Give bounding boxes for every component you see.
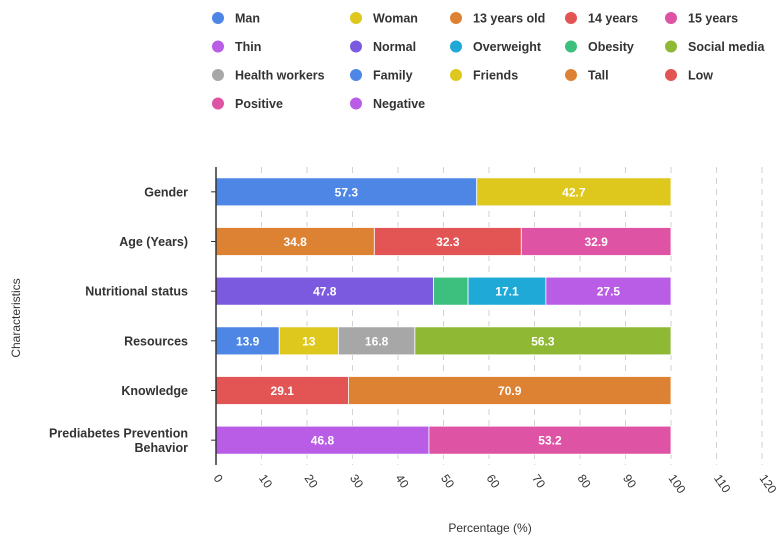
bar-segment xyxy=(278,326,339,356)
chart-gridlines xyxy=(261,167,763,465)
x-tick-label: 10 xyxy=(256,472,275,491)
data-label: 13.9 xyxy=(236,334,260,348)
bar-segment xyxy=(215,276,434,306)
category-label: Gender xyxy=(144,185,188,199)
legend-marker xyxy=(665,40,677,53)
category-label: Resources xyxy=(124,334,188,348)
legend-marker xyxy=(665,12,677,24)
x-tick-label: 100 xyxy=(666,472,689,497)
legend-label: Social media xyxy=(688,40,765,54)
legend-marker xyxy=(565,69,577,81)
legend-label: Low xyxy=(688,69,713,83)
x-tick-label: 80 xyxy=(575,472,594,491)
legend-marker xyxy=(665,69,677,81)
data-label: 56.3 xyxy=(531,334,555,348)
chart-legend: Man Woman 13 years old 14 years 15 years Thin… xyxy=(212,12,765,111)
data-label: 29.1 xyxy=(271,384,295,398)
x-axis-ticks: 0 10 20 30 40 50 60 70 80 90 100 110 120 xyxy=(211,472,777,497)
legend-label: Overweight xyxy=(473,40,542,54)
category-label: Prediabetes Prevention xyxy=(49,426,188,440)
x-tick-label: 40 xyxy=(393,472,412,491)
legend-marker xyxy=(350,97,362,110)
legend-label: Negative xyxy=(373,97,425,111)
legend-label: Thin xyxy=(235,40,261,54)
legend-marker xyxy=(212,12,224,24)
x-tick-label: 0 xyxy=(211,472,226,486)
x-tick-label: 60 xyxy=(484,472,503,491)
data-label: 17.1 xyxy=(495,285,519,299)
data-label: 70.9 xyxy=(498,384,522,398)
legend-marker xyxy=(350,40,362,53)
legend-label: Obesity xyxy=(588,40,634,54)
bar-segment xyxy=(467,276,547,306)
bar-segment xyxy=(348,376,672,405)
legend-marker xyxy=(350,69,362,81)
bar-segment xyxy=(520,227,672,256)
data-label: 53.2 xyxy=(538,434,562,448)
data-label: 16.8 xyxy=(365,334,389,348)
category-labels: Gender Age (Years) Nutritional status Resou… xyxy=(49,185,216,455)
bar-segment xyxy=(433,276,469,306)
y-axis-title: Characteristics xyxy=(9,278,23,357)
legend-label: Positive xyxy=(235,97,283,111)
data-label: 57.3 xyxy=(335,185,359,199)
legend-marker xyxy=(350,12,362,24)
x-tick-label: 90 xyxy=(620,472,639,491)
data-label: 42.7 xyxy=(562,185,586,199)
x-tick-label: 30 xyxy=(347,472,366,491)
data-label: 32.9 xyxy=(584,235,608,249)
legend-label: Health workers xyxy=(235,69,325,83)
x-tick-label: 20 xyxy=(302,472,321,491)
category-label: Nutritional status xyxy=(85,285,188,299)
data-label: 47.8 xyxy=(313,285,337,299)
x-tick-label: 70 xyxy=(529,472,548,491)
chart-bars: 57.3 42.7 34.8 32.3 32.9 47.8 17.1 27.5 13.9 13 16… xyxy=(215,177,672,455)
bar-segment xyxy=(428,425,672,455)
legend-label: Family xyxy=(373,69,413,83)
legend-marker xyxy=(212,97,224,110)
x-tick-label: 120 xyxy=(757,472,777,497)
legend-marker xyxy=(212,40,224,53)
legend-marker xyxy=(212,69,224,81)
data-label: 46.8 xyxy=(311,434,335,448)
legend-label: 15 years xyxy=(688,12,738,26)
bar-segment xyxy=(337,326,416,356)
legend-marker xyxy=(450,40,462,53)
data-label: 13 xyxy=(302,334,316,348)
bar-segment xyxy=(215,326,280,356)
legend-marker xyxy=(565,12,577,24)
bar-segment xyxy=(545,276,672,306)
legend-label: Man xyxy=(235,12,260,26)
category-label: Age (Years) xyxy=(119,235,188,249)
legend-label: 14 years xyxy=(588,12,638,26)
legend-label: Friends xyxy=(473,69,518,83)
legend-label: Woman xyxy=(373,12,418,26)
x-tick-label: 50 xyxy=(438,472,457,491)
x-tick-label: 110 xyxy=(711,472,734,496)
category-label: Behavior xyxy=(135,441,189,455)
bar-segment xyxy=(476,177,672,207)
data-label: 34.8 xyxy=(283,235,307,249)
bar-segment xyxy=(414,326,672,356)
x-axis-title: Percentage (%) xyxy=(448,521,531,535)
category-label: Knowledge xyxy=(121,384,188,398)
legend-label: Normal xyxy=(373,40,416,54)
data-label: 27.5 xyxy=(597,285,621,299)
legend-marker xyxy=(565,40,577,53)
bar-segment xyxy=(373,227,522,256)
legend-marker xyxy=(450,69,462,81)
legend-label: Tall xyxy=(588,69,609,83)
bar-segment xyxy=(215,425,430,455)
legend-marker xyxy=(450,12,462,24)
data-label: 32.3 xyxy=(436,235,460,249)
legend-label: 13 years old xyxy=(473,12,545,26)
